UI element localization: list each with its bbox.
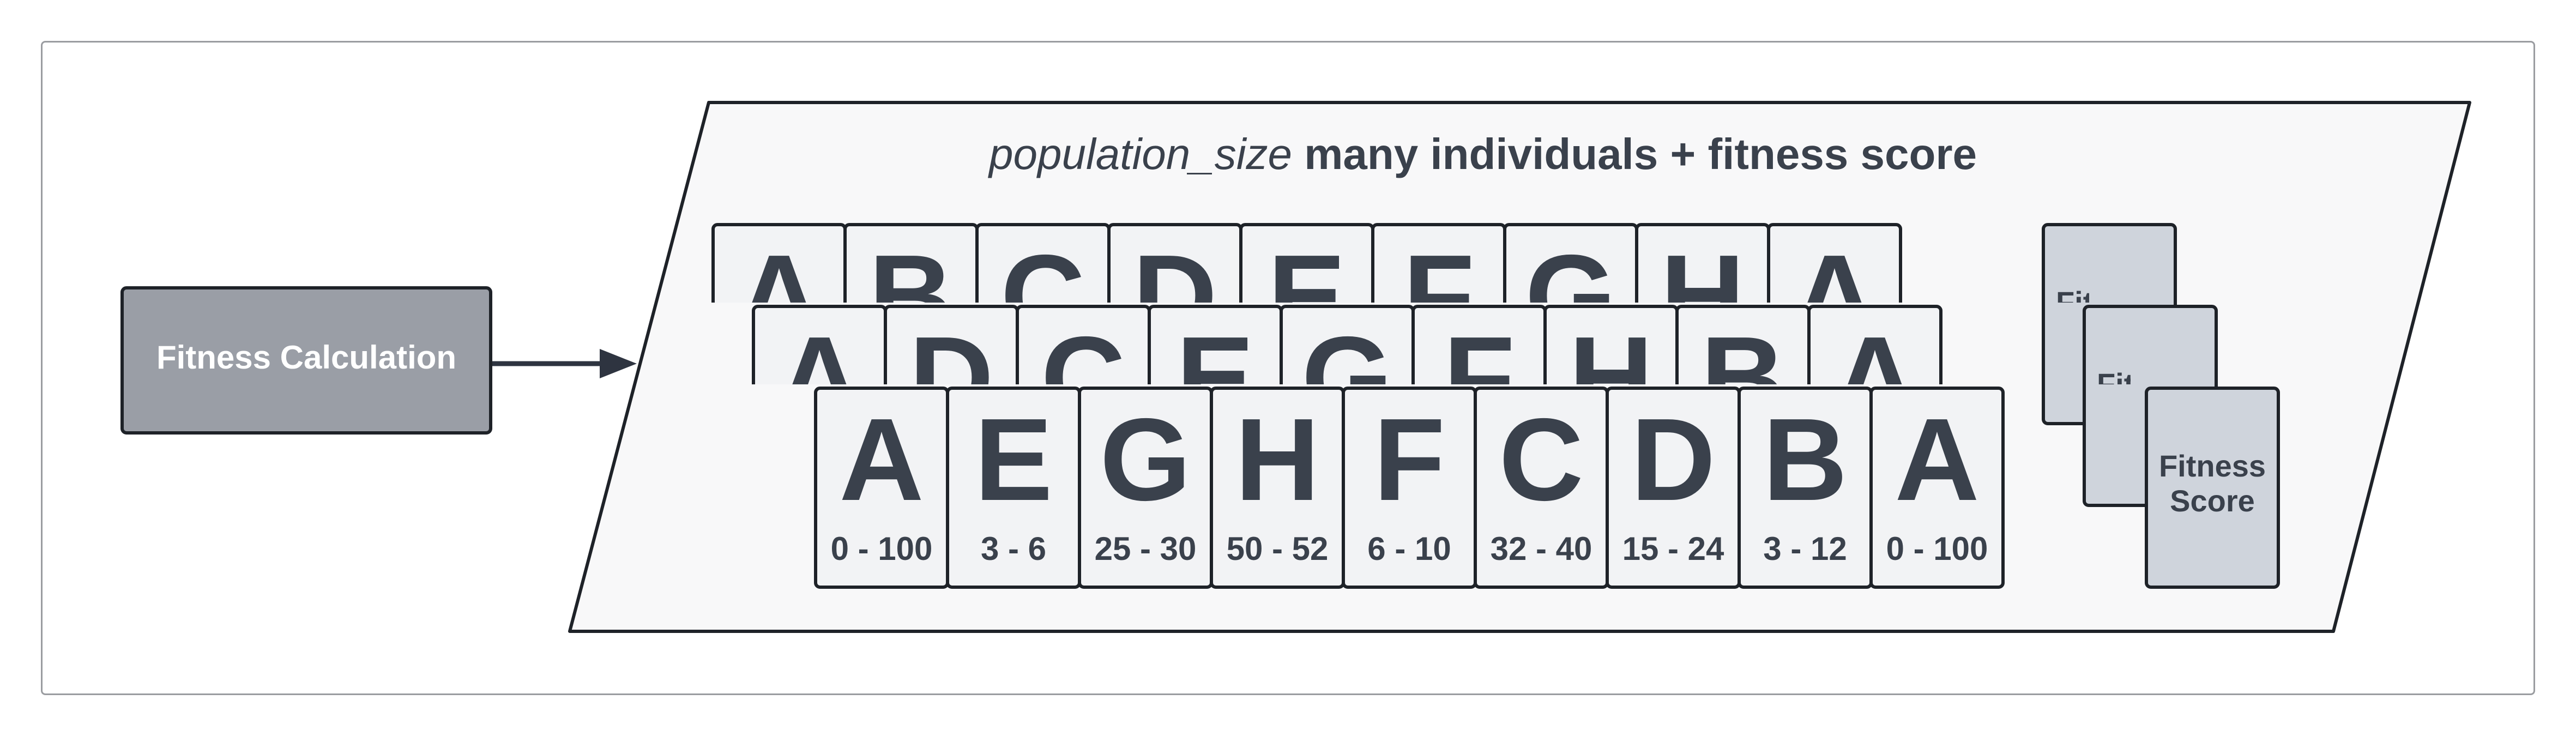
fitness-calculation-node: Fitness Calculation [120, 286, 492, 435]
gene-cell: H 50 - 52 [1210, 387, 1345, 589]
gene-letter: C [1041, 312, 1125, 443]
gene-cell: A0 - 100 [752, 305, 887, 443]
gene-cell: A 0 - 100 [1869, 387, 2005, 589]
gene-range: 0 - 100 [1886, 530, 1988, 567]
gene-letter: E [974, 394, 1052, 525]
gene-letter: H [1235, 394, 1319, 525]
gene-cell: C [1016, 305, 1151, 443]
gene-letter: A [737, 230, 821, 361]
gene-letter: D [909, 312, 993, 443]
fitness-score-label: Score [2170, 484, 2255, 518]
gene-letter: E [1268, 230, 1346, 361]
gene-cell: G [1503, 223, 1638, 361]
gene-letter: G [1301, 312, 1392, 443]
gene-letter: A [839, 394, 924, 525]
population-title: population_size many individuals + fitne… [988, 130, 1977, 178]
gene-cell: A0 - 100 [711, 223, 847, 361]
gene-cell: A [1767, 223, 1902, 361]
gene-range: 50 - 52 [1227, 530, 1329, 567]
gene-cell: D [1107, 223, 1242, 361]
gene-cell: B [843, 223, 979, 361]
gene-cell: B 3 - 12 [1738, 387, 1873, 589]
fitness-scores: FitnessScoreFitnessScoreFitnessScore [2042, 223, 2280, 589]
gene-letter: C [1000, 230, 1085, 361]
gene-letter: F [1373, 394, 1445, 525]
fitness-score-label: Fitness [2056, 285, 2163, 319]
fitness-calculation-label: Fitness Calculation [156, 339, 456, 376]
gene-cell: H [1543, 305, 1679, 443]
gene-letter: B [868, 230, 953, 361]
gene-letter: B [1763, 394, 1847, 525]
gene-letter: G [1100, 394, 1191, 525]
population-title-italic: population_size [988, 130, 1292, 178]
fitness-score-label: Fitness [2097, 367, 2204, 401]
individuals: A0 - 100BCDEFGHAA0 - 100DCEGFHBAA0 - 100… [711, 223, 2005, 589]
gene-range: 6 - 10 [1367, 530, 1451, 567]
population-title-bold: many individuals + fitness score [1292, 130, 1977, 178]
gene-letter: H [1568, 312, 1653, 443]
gene-letter: G [1525, 230, 1616, 361]
gene-range: 15 - 24 [1622, 530, 1724, 567]
gene-letter: F [1443, 312, 1515, 443]
gene-letter: B [1700, 312, 1785, 443]
gene-cell: F 6 - 10 [1342, 387, 1477, 589]
individual-row: A0 - 100BCDEFGHA [711, 223, 1902, 361]
arrow-to-population [492, 349, 637, 378]
gene-cell: D 15 - 24 [1606, 387, 1741, 589]
gene-cell: A 0 - 100 [814, 387, 949, 589]
gene-letter: D [1631, 394, 1715, 525]
gene-letter: A [1792, 230, 1877, 361]
gene-cell: H [1635, 223, 1770, 361]
gene-cell: A [1807, 305, 1942, 443]
gene-letter: A [1895, 394, 1979, 525]
gene-letter: D [1132, 230, 1217, 361]
gene-cell: G [1280, 305, 1415, 443]
gene-letter: E [1176, 312, 1254, 443]
gene-cell: F [1371, 223, 1506, 361]
gene-range: 0 - 100 [831, 530, 933, 567]
gene-range: 3 - 12 [1763, 530, 1847, 567]
gene-cell: E [1239, 223, 1374, 361]
gene-cell: C 32 - 40 [1474, 387, 1609, 589]
individual-row: A0 - 100DCEGFHBA [752, 305, 1942, 443]
gene-range: 32 - 40 [1491, 530, 1592, 567]
gene-letter: F [1403, 230, 1474, 361]
gene-cell: D [884, 305, 1019, 443]
gene-cell: G 25 - 30 [1078, 387, 1213, 589]
gene-range: 25 - 30 [1095, 530, 1197, 567]
fitness-score-label: Fitness [2159, 449, 2266, 483]
gene-cell: F [1411, 305, 1547, 443]
gene-letter: H [1660, 230, 1745, 361]
individual-row: A 0 - 100 E 3 - 6 G 25 - 30 H 50 - 52 F 6 - 10 C 32… [814, 387, 2005, 589]
gene-cell: E [1148, 305, 1283, 443]
gene-range: 3 - 6 [981, 530, 1046, 567]
gene-cell: B [1675, 305, 1811, 443]
gene-cell: C [975, 223, 1111, 361]
gene-letter: A [1832, 312, 1917, 443]
gene-letter: A [777, 312, 861, 443]
gene-cell: E 3 - 6 [946, 387, 1081, 589]
gene-letter: C [1499, 394, 1583, 525]
